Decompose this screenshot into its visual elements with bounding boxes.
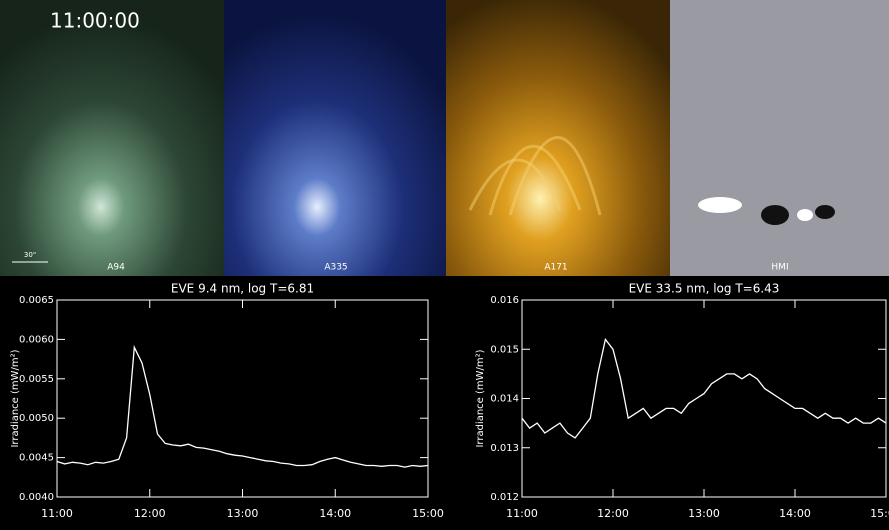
y-tick-label: 0.0050 [19, 413, 54, 424]
x-tick-label: 13:00 [688, 507, 720, 520]
x-tick-label: 12:00 [597, 507, 629, 520]
panel-label: HMI [771, 263, 788, 273]
chart-title: EVE 33.5 nm, log T=6.43 [629, 282, 780, 296]
data-line [57, 347, 428, 467]
y-tick-label: 0.0060 [19, 334, 54, 345]
y-tick-label: 0.014 [490, 394, 519, 405]
y-axis-label: Irradiance (mW/m²) [10, 349, 21, 447]
timestamp: 11:00:00 [50, 9, 140, 33]
x-tick-label: 11:00 [506, 507, 538, 520]
y-tick-label: 0.0055 [19, 374, 54, 385]
data-line [522, 339, 886, 438]
x-tick-label: 15:00 [412, 507, 444, 520]
panel-label: A171 [544, 263, 567, 273]
x-tick-label: 12:00 [134, 507, 166, 520]
aia-335-image [224, 0, 446, 276]
x-tick-label: 15:00 [870, 507, 889, 520]
image-panels: 11:00:00 30" A94 A335 A171 HMI [0, 0, 889, 276]
scale-label: 30" [24, 251, 36, 259]
panel-label: A94 [107, 263, 125, 273]
y-tick-label: 0.012 [490, 492, 519, 503]
y-tick-label: 0.015 [490, 344, 519, 355]
y-tick-label: 0.0045 [19, 453, 54, 464]
x-tick-label: 14:00 [779, 507, 811, 520]
figure: 11:00:00 30" A94 A335 A171 HMI EVE 9.4 n… [0, 0, 889, 530]
x-tick-label: 13:00 [227, 507, 259, 520]
y-tick-label: 0.013 [490, 443, 519, 454]
x-tick-label: 14:00 [319, 507, 351, 520]
aia-94-image [0, 0, 224, 276]
panel-label: A335 [324, 263, 347, 273]
y-axis-label: Irradiance (mW/m²) [475, 349, 486, 447]
hmi-image [670, 0, 889, 276]
charts: EVE 9.4 nm, log T=6.81 Irradiance (mW/m²)… [10, 282, 889, 521]
x-tick-label: 11:00 [41, 507, 73, 520]
chart-title: EVE 9.4 nm, log T=6.81 [171, 282, 314, 296]
y-tick-label: 0.016 [490, 295, 519, 306]
y-tick-label: 0.0040 [19, 492, 54, 503]
y-tick-label: 0.0065 [19, 295, 54, 306]
plot-frame [522, 300, 886, 497]
plot-frame [57, 300, 428, 497]
